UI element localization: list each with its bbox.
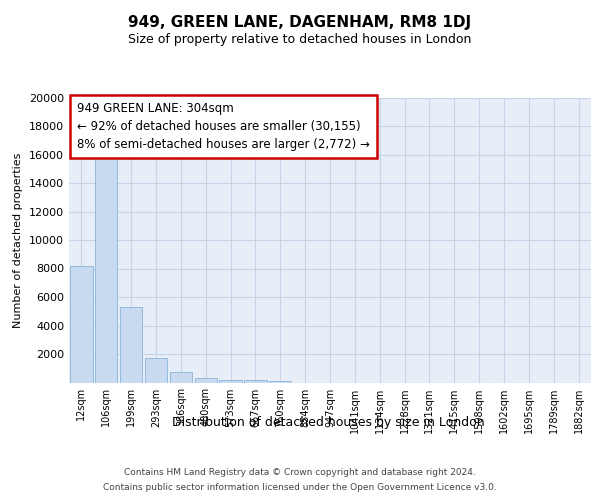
Y-axis label: Number of detached properties: Number of detached properties bbox=[13, 152, 23, 328]
Text: 949, GREEN LANE, DAGENHAM, RM8 1DJ: 949, GREEN LANE, DAGENHAM, RM8 1DJ bbox=[128, 15, 472, 30]
Bar bbox=[120, 307, 142, 382]
Text: 949 GREEN LANE: 304sqm
← 92% of detached houses are smaller (30,155)
8% of semi-: 949 GREEN LANE: 304sqm ← 92% of detached… bbox=[77, 102, 370, 151]
Text: Size of property relative to detached houses in London: Size of property relative to detached ho… bbox=[128, 34, 472, 46]
Text: Contains public sector information licensed under the Open Government Licence v3: Contains public sector information licen… bbox=[103, 483, 497, 492]
Bar bbox=[194, 378, 217, 382]
Bar bbox=[145, 358, 167, 382]
Bar bbox=[170, 372, 192, 382]
Bar bbox=[95, 146, 118, 382]
Bar bbox=[244, 380, 266, 382]
Bar bbox=[269, 380, 292, 382]
Text: Distribution of detached houses by size in London: Distribution of detached houses by size … bbox=[172, 416, 485, 429]
Bar bbox=[70, 266, 92, 382]
Text: Contains HM Land Registry data © Crown copyright and database right 2024.: Contains HM Land Registry data © Crown c… bbox=[124, 468, 476, 477]
Bar bbox=[220, 380, 242, 382]
